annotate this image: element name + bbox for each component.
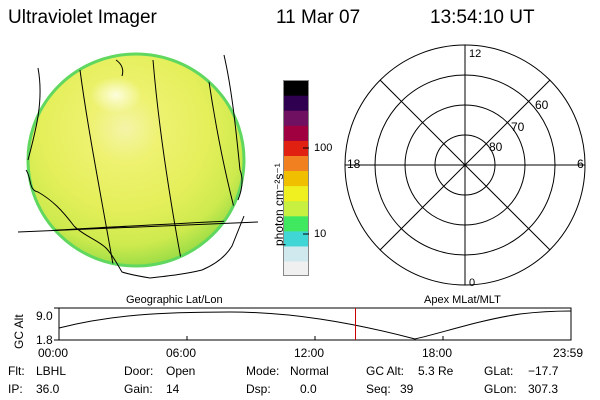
colorbar-band: [283, 260, 309, 276]
glat-value: −17.7: [528, 364, 559, 378]
time-tick-2359: 23:59: [553, 346, 584, 360]
altitude-axis-label: GC Alt: [12, 314, 26, 349]
observation-date: 11 Mar 07: [276, 7, 361, 28]
lat-label-80: 80: [489, 140, 503, 154]
colorbar-band: [283, 230, 309, 247]
colorbar-band: [283, 245, 309, 262]
glat-label: GLat:: [484, 364, 514, 378]
altitude-curve: [58, 310, 572, 340]
polar-diagonal-2: [379, 79, 551, 251]
mlt-label-6: 6: [577, 157, 584, 171]
mlt-label-0: 0: [469, 277, 476, 289]
colorbar-band: [283, 110, 309, 126]
dsp-value: 0.0: [300, 382, 317, 396]
mlt-label-12: 12: [469, 48, 482, 60]
observation-time: 13:54:10 UT: [430, 7, 535, 28]
colorbar-band: [283, 170, 309, 187]
colorbar-band: [283, 95, 309, 111]
glon-label: GLon:: [484, 382, 517, 396]
gain-label: Gain:: [124, 382, 153, 396]
gc-altitude-value: 5.3 Re: [418, 364, 454, 378]
time-tick-0600: 06:00: [166, 346, 197, 360]
colorbar-band: [283, 215, 309, 232]
mlt-label-18: 18: [347, 157, 361, 171]
colorbar-tick-100: 100: [314, 142, 333, 154]
instrument-title: Ultraviolet Imager: [8, 7, 157, 28]
ip-value: 36.0: [36, 382, 60, 396]
dayglow-bright-region: [90, 77, 142, 113]
colorbar-tick-10: 10: [314, 228, 327, 240]
sequence-value: 39: [400, 382, 414, 396]
apex-panel-label: Apex MLat/MLT: [424, 294, 501, 306]
dsp-label: Dsp:: [246, 382, 271, 396]
altitude-plot-frame: [58, 307, 572, 341]
filter-label: Flt:: [8, 364, 25, 378]
lat-label-60: 60: [535, 98, 549, 112]
gc-altitude-label: GC Alt:: [366, 364, 405, 378]
time-tick-1800: 18:00: [422, 346, 453, 360]
colorbar-band: [283, 80, 309, 96]
sequence-label: Seq:: [366, 382, 391, 396]
mode-label: Mode:: [246, 364, 280, 378]
ip-label: IP:: [8, 382, 23, 396]
gain-value: 14: [166, 382, 180, 396]
altitude-timeline-plot: [54, 307, 572, 341]
filter-value: LBHL: [36, 364, 67, 378]
colorbar-band: [283, 200, 309, 217]
altitude-min-label: 1.8: [36, 333, 53, 347]
polar-mlat-mlt-plot: [344, 44, 586, 286]
door-value: Open: [166, 364, 196, 378]
door-label: Door:: [124, 364, 154, 378]
colorbar-band: [283, 185, 309, 202]
altitude-max-label: 9.0: [36, 309, 53, 323]
color-scale-bar: [283, 80, 309, 276]
glon-value: 307.3: [528, 382, 559, 396]
earth-uv-image: [18, 52, 258, 279]
colorbar-unit-label: photon cm⁻²s⁻¹: [272, 163, 286, 246]
time-tick-0000: 00:00: [38, 346, 69, 360]
mode-value: Normal: [290, 364, 329, 378]
equator-line: [18, 221, 258, 233]
colorbar-band: [283, 125, 309, 141]
geographic-panel-label: Geographic Lat/Lon: [126, 294, 223, 306]
lat-label-70: 70: [511, 120, 525, 134]
colorbar-band: [283, 155, 309, 172]
colorbar-band: [283, 140, 309, 156]
time-tick-1200: 12:00: [294, 346, 325, 360]
coastline: [25, 54, 245, 279]
